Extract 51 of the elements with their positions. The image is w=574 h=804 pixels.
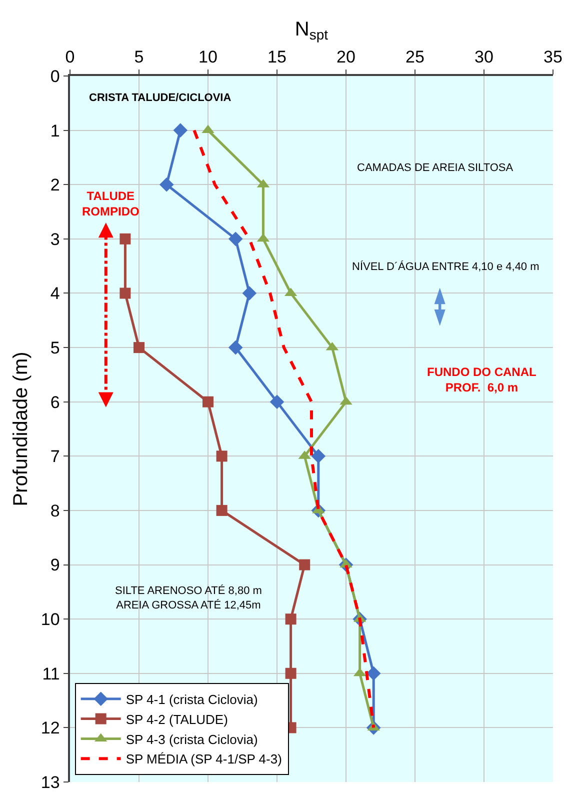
y-tick-label: 8 xyxy=(50,501,60,520)
y-tick-label: 6 xyxy=(50,392,60,412)
point xyxy=(285,668,296,679)
y-tick-label: 5 xyxy=(50,338,60,358)
y-tick-label: 10 xyxy=(40,610,60,630)
y-tick-label: 0 xyxy=(50,66,60,86)
point xyxy=(159,177,174,192)
x-tick-label: 30 xyxy=(474,47,494,66)
point xyxy=(270,394,284,409)
point xyxy=(173,123,188,138)
y-tick-label: 12 xyxy=(40,718,60,738)
legend-label: SP 4-2 (TALUDE) xyxy=(126,712,228,727)
point xyxy=(216,450,228,462)
annotation: CAMADAS DE AREIA SILTOSA xyxy=(357,162,514,174)
x-axis-title: N$_{spt}$ xyxy=(294,18,328,43)
y-tick-label: 1 xyxy=(50,121,60,140)
point xyxy=(366,666,381,681)
point xyxy=(134,342,144,354)
x-tick-label: 0 xyxy=(65,47,75,66)
y-axis-title: Profundidade (m) xyxy=(10,352,32,506)
point xyxy=(228,232,243,246)
point xyxy=(228,340,243,355)
y-tick-label: 3 xyxy=(50,230,60,249)
legend-label: SP 4-3 (crista Ciclovia) xyxy=(126,732,258,747)
point xyxy=(311,449,326,464)
legend-label: SP MÉDIA (SP 4-1/SP 4-3) xyxy=(126,752,282,767)
point xyxy=(242,286,257,300)
annotation: SILTE ARENOSO ATÉ 8,80 m AREIA GROSSA ATÉ 12,45m xyxy=(115,584,262,612)
point xyxy=(216,504,228,516)
annotation: FUNDO DO CANAL PROF. 6,0 m xyxy=(427,365,536,395)
x-tick-label: 25 xyxy=(406,47,424,66)
legend-label: SP 4-1 (crista Ciclovia) xyxy=(126,692,258,707)
x-tick-label: 20 xyxy=(336,47,356,66)
y-tick-label: 11 xyxy=(42,664,60,684)
point xyxy=(202,396,214,408)
y-tick-label: 7 xyxy=(50,447,60,466)
x-tick-label: 15 xyxy=(268,47,286,66)
x-tick-label: 10 xyxy=(198,47,218,66)
point xyxy=(299,559,310,570)
y-tick-label: 9 xyxy=(50,556,60,575)
annotation: CRISTA TALUDE/CICLOVIA xyxy=(89,92,232,104)
y-tick-label: 4 xyxy=(50,284,60,304)
point xyxy=(120,288,131,299)
x-tick-label: 35 xyxy=(544,47,562,66)
annotation: TALUDE ROMPIDO xyxy=(82,189,140,219)
y-tick-label: 2 xyxy=(50,176,60,195)
point xyxy=(285,614,296,625)
point xyxy=(120,233,131,244)
x-tick-label: 5 xyxy=(134,47,144,66)
annotation: NÍVEL D´ÁGUA ENTRE 4,10 e 4,40 m xyxy=(352,260,540,273)
y-tick-label: 13 xyxy=(40,772,60,792)
